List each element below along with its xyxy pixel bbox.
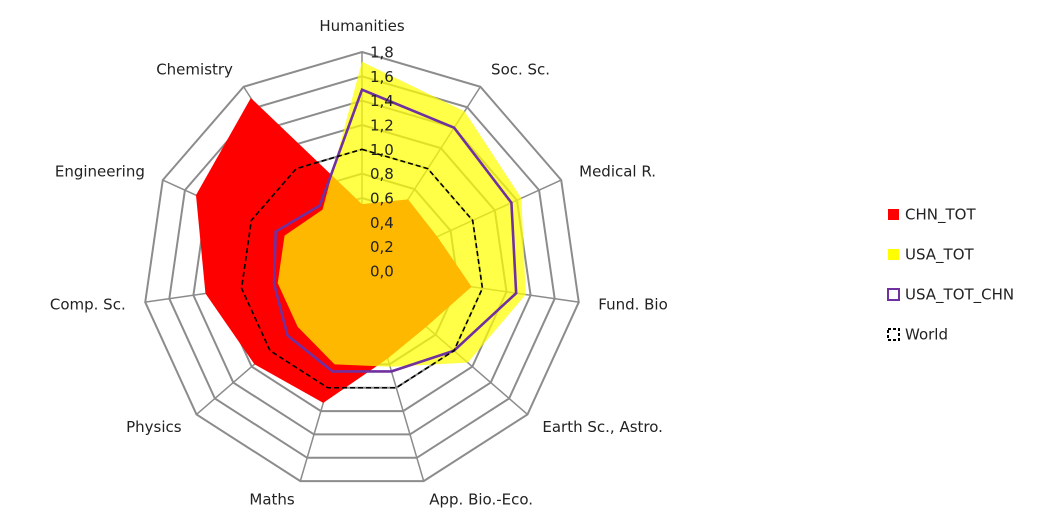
category-label: Medical R. (579, 162, 656, 180)
series-line (272, 87, 518, 373)
series-dashed (240, 148, 484, 389)
category-label: Physics (126, 418, 182, 436)
legend-label: World (905, 326, 948, 344)
category-label: App. Bio.-Eco. (429, 491, 533, 509)
r-tick-label: 1,2 (370, 117, 394, 135)
category-label: Engineering (55, 162, 145, 180)
legend-swatch (888, 249, 899, 260)
r-tick-label: 0,4 (370, 214, 394, 232)
category-label: Fund. Bio (598, 295, 668, 313)
category-label: Soc. Sc. (491, 61, 550, 79)
r-tick-label: 1,8 (370, 44, 394, 62)
series-filled (277, 61, 526, 367)
category-label: Earth Sc., Astro. (542, 418, 663, 436)
r-tick-label: 0,0 (370, 263, 394, 281)
category-label: Comp. Sc. (50, 295, 126, 313)
r-tick-label: 0,2 (370, 238, 394, 256)
legend-swatch (887, 288, 900, 301)
grid-ring (168, 75, 556, 459)
r-tick-label: 1,0 (370, 141, 394, 159)
category-label: Humanities (319, 17, 405, 35)
legend-swatch (888, 209, 899, 220)
r-tick-label: 1,6 (370, 68, 394, 86)
legend-label: USA_TOT_CHN (905, 286, 1014, 305)
category-label: Chemistry (156, 61, 233, 79)
category-label: Maths (249, 491, 295, 509)
legend-label: USA_TOT (905, 246, 975, 265)
r-tick-label: 0,6 (370, 190, 394, 208)
legend-label: CHN_TOT (905, 206, 976, 225)
r-tick-label: 0,8 (370, 165, 394, 183)
legend-swatch (887, 328, 900, 341)
grid-ring (144, 50, 580, 483)
r-tick-label: 1,4 (370, 92, 394, 110)
